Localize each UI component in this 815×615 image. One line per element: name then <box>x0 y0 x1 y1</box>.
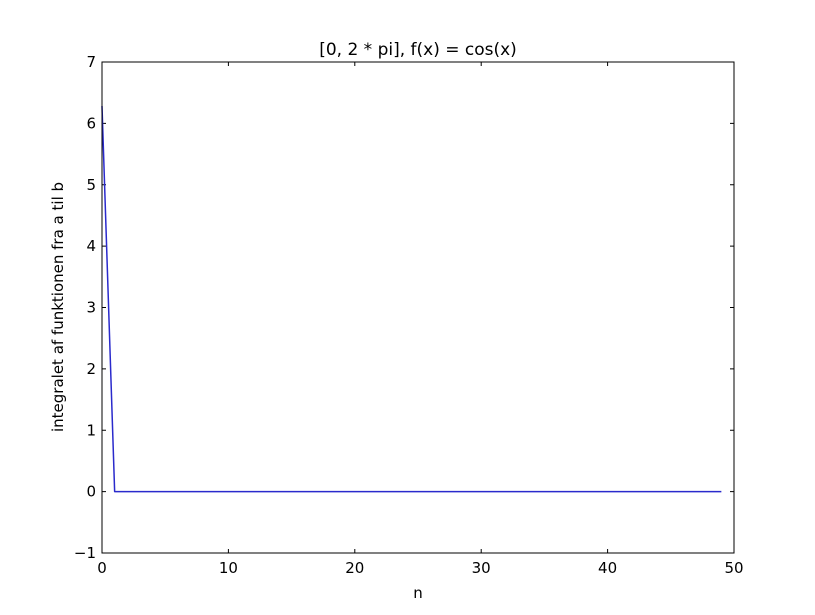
x-tick-label: 0 <box>97 559 107 577</box>
series-line <box>101 105 722 493</box>
y-tick-label: −1 <box>74 544 96 562</box>
y-axis-label: integralet af funktionen fra a til b <box>49 182 67 432</box>
y-tick-label: 6 <box>86 114 96 132</box>
y-tick-label: 0 <box>86 483 96 501</box>
y-tick-label: 7 <box>86 53 96 71</box>
x-tick-label: 40 <box>598 559 617 577</box>
y-tick-label: 2 <box>86 360 96 378</box>
x-axis-label: n <box>413 584 423 602</box>
plot-area <box>102 62 734 553</box>
x-tick-label: 50 <box>724 559 743 577</box>
plot-frame <box>101 61 735 554</box>
y-tick-label: 3 <box>86 299 96 317</box>
x-tick-label: 10 <box>219 559 238 577</box>
x-tick-label: 20 <box>345 559 364 577</box>
y-tick-label: 1 <box>86 421 96 439</box>
chart-title: [0, 2 * pi], f(x) = cos(x) <box>319 40 517 60</box>
y-tick-label: 4 <box>86 237 96 255</box>
y-tick-label: 5 <box>86 176 96 194</box>
x-tick-label: 30 <box>472 559 491 577</box>
series-layer <box>101 105 722 493</box>
